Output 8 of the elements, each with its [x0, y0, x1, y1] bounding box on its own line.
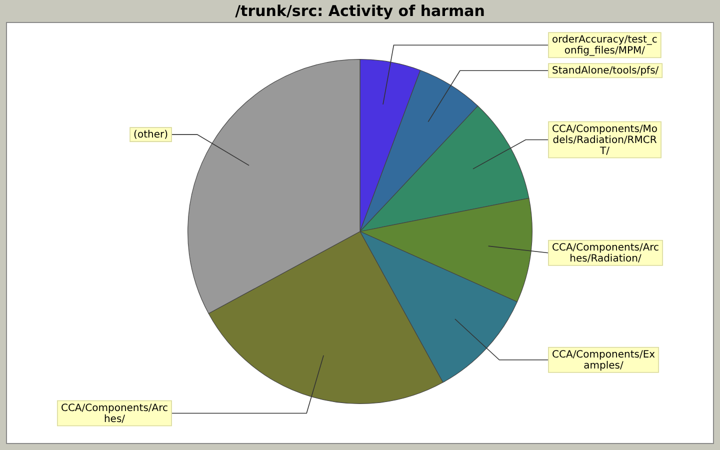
chart-title: /trunk/src: Activity of harman	[235, 2, 485, 20]
slice-label: StandAlone/tools/pfs/	[552, 66, 660, 77]
slice-label: CCA/Components/Models/Radiation/RMCRT/	[552, 124, 658, 157]
slice-label: orderAccuracy/test_config_files/MPM/	[552, 34, 658, 57]
slice-label: CCA/Components/Examples/	[552, 349, 656, 372]
slice-label: CCA/Components/Arches/	[60, 402, 168, 425]
slice-label: (other)	[134, 130, 168, 141]
slice-label: CCA/Components/Arches/Radiation/	[552, 242, 660, 264]
